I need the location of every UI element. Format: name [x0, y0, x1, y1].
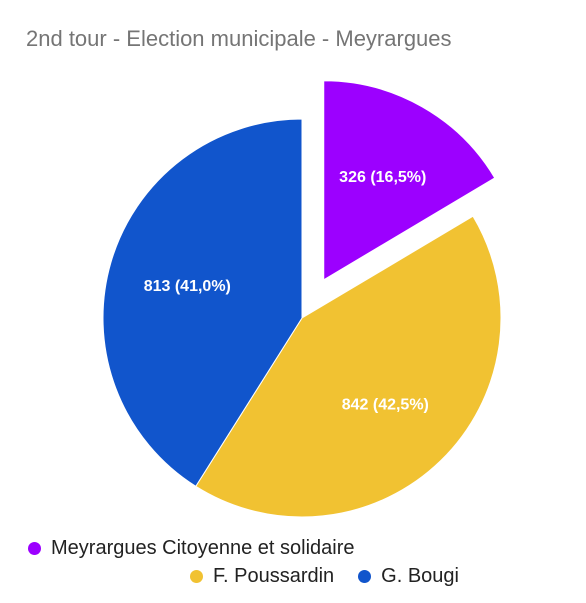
- legend-row-1: Meyrargues Citoyenne et solidaire: [28, 537, 355, 560]
- pie-slice-bougi[interactable]: [102, 118, 303, 487]
- chart-title: 2nd tour - Election municipale - Meyrarg…: [26, 26, 452, 51]
- legend-label-bougi: G. Bougi: [381, 565, 459, 587]
- legend-swatch-bougi: [358, 570, 372, 583]
- pie-slice-poussardin[interactable]: [195, 215, 502, 518]
- legend-item-poussardin[interactable]: F. Poussardin: [190, 565, 334, 588]
- legend-item-meyrargues[interactable]: Meyrargues Citoyenne et solidaire: [28, 537, 355, 560]
- pie-chart: 326 (16,5%) 842 (42,5%) 813 (41,0%): [102, 80, 502, 518]
- legend-label-meyrargues: Meyrargues Citoyenne et solidaire: [51, 537, 355, 559]
- legend-swatch-poussardin: [190, 570, 203, 583]
- legend-label-poussardin: F. Poussardin: [213, 565, 335, 587]
- pie-slice-meyrargues[interactable]: [323, 80, 496, 281]
- slice-label-bougi: 813 (41,0%): [144, 278, 231, 295]
- legend-row-2: F. Poussardin G. Bougi: [190, 565, 459, 588]
- legend-item-bougi[interactable]: G. Bougi: [358, 565, 459, 588]
- slice-label-meyrargues: 326 (16,5%): [339, 169, 426, 186]
- slice-label-poussardin: 842 (42,5%): [342, 397, 429, 414]
- legend-swatch-meyrargues: [28, 542, 41, 555]
